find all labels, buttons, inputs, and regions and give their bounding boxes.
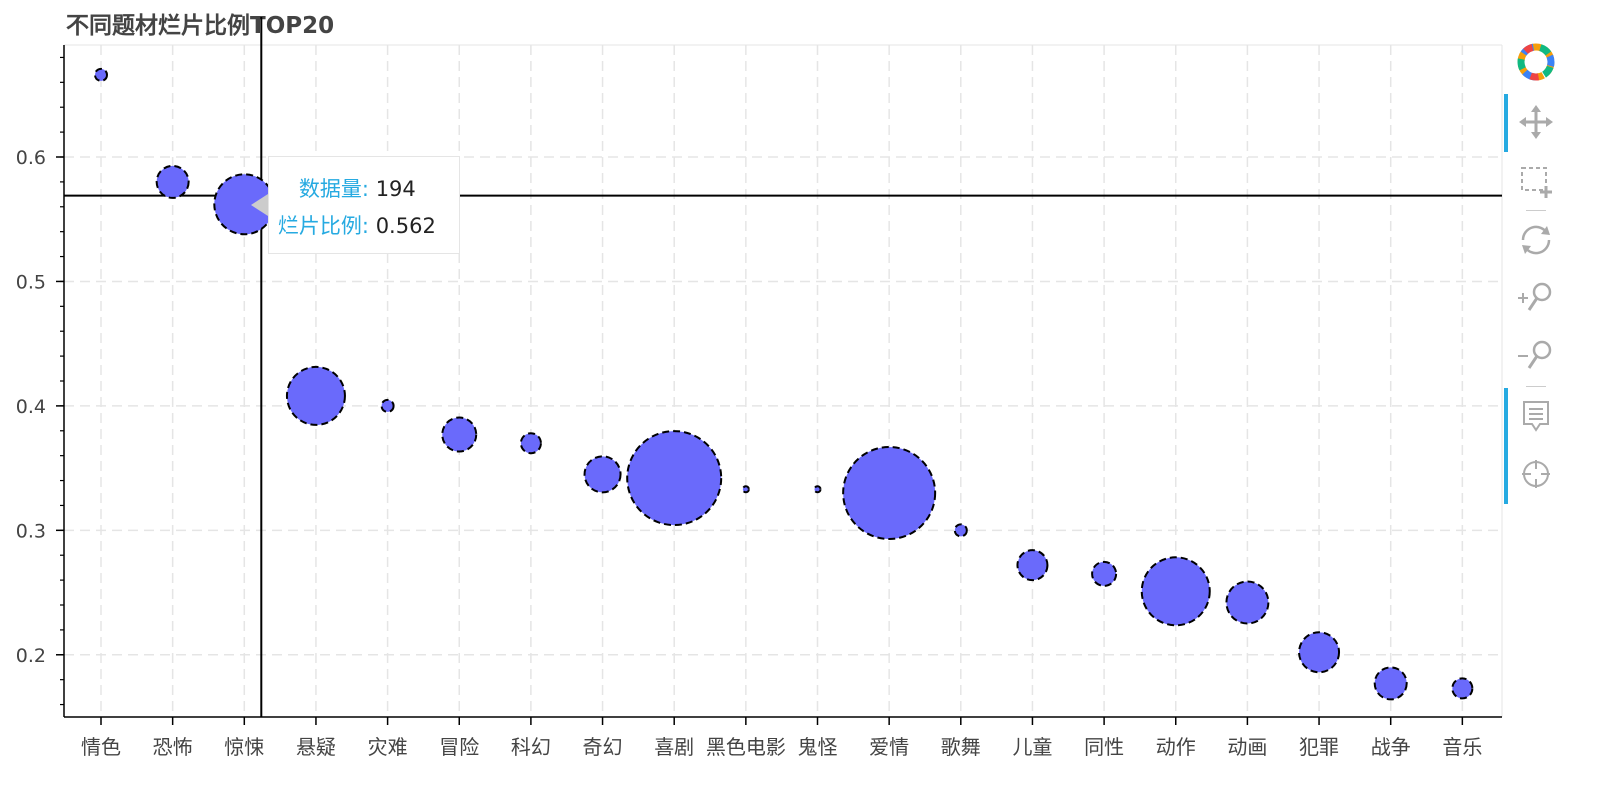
x-tick-label: 音乐	[1442, 735, 1482, 759]
data-point	[1016, 549, 1049, 582]
pan-icon[interactable]	[1514, 102, 1558, 142]
logo-icon[interactable]	[1514, 42, 1558, 82]
x-tick-label: 战争	[1371, 735, 1411, 759]
data-point	[1298, 631, 1341, 674]
data-point	[1140, 556, 1211, 627]
x-tick-label: 鬼怪	[798, 735, 838, 759]
tooltip-ratio-value: 0.562	[375, 214, 436, 238]
x-tick-label: 动作	[1156, 735, 1196, 759]
tooltip-pointer	[251, 194, 268, 216]
x-tick-label: 情色	[81, 735, 121, 759]
x-tick-label: 犯罪	[1299, 735, 1339, 759]
x-tick-label: 惊悚	[224, 735, 264, 759]
data-point	[583, 455, 622, 494]
data-point	[953, 523, 968, 538]
y-tick-label: 0.3	[16, 520, 46, 542]
x-tick-label: 冒险	[439, 735, 479, 759]
box-zoom-icon[interactable]	[1514, 160, 1558, 200]
tooltip-count-value: 194	[375, 177, 416, 201]
data-point	[1373, 666, 1408, 701]
x-tick-label: 恐怖	[153, 735, 193, 759]
data-point	[1225, 580, 1270, 625]
y-tick-label: 0.4	[16, 396, 46, 418]
data-point	[441, 416, 478, 453]
toolbar-divider	[1526, 210, 1546, 211]
data-point	[380, 398, 395, 413]
x-tick-label: 爱情	[869, 735, 909, 759]
data-point	[842, 446, 937, 540]
data-point	[741, 485, 750, 494]
data-point	[813, 485, 822, 494]
reset-icon[interactable]	[1514, 220, 1558, 260]
x-tick-label: 同性	[1084, 735, 1124, 759]
crosshair-icon[interactable]	[1514, 454, 1558, 494]
data-point	[285, 365, 346, 426]
y-tick-label: 0.6	[16, 147, 46, 169]
x-tick-label: 儿童	[1012, 735, 1052, 759]
zoom-in-icon[interactable]	[1514, 278, 1558, 318]
data-point	[519, 432, 542, 455]
x-tick-label: 灾难	[368, 735, 408, 759]
x-tick-label: 奇幻	[583, 735, 623, 759]
active-inspect-indicator	[1504, 388, 1508, 504]
x-tick-label: 悬疑	[296, 735, 336, 759]
data-point	[626, 430, 723, 527]
tooltip-ratio-label: 烂片比例:	[277, 214, 369, 238]
active-drag-indicator	[1504, 94, 1508, 152]
x-tick-label: 黑色电影	[706, 735, 786, 759]
y-tick-label: 0.5	[16, 271, 46, 293]
chart-toolbar	[1500, 36, 1570, 516]
hover-tooltip: 数据量: 194 烂片比例: 0.562	[268, 156, 460, 254]
data-point	[1451, 677, 1474, 700]
data-point	[155, 164, 190, 199]
x-tick-label: 喜剧	[654, 735, 694, 759]
y-tick-label: 0.2	[16, 645, 46, 667]
tooltip-count-label: 数据量:	[298, 177, 369, 201]
zoom-out-icon[interactable]	[1514, 336, 1558, 376]
data-point	[94, 67, 108, 82]
chart-title: 不同题材烂片比例TOP20	[66, 13, 335, 39]
hover-icon[interactable]	[1514, 396, 1558, 436]
data-point	[1091, 560, 1118, 587]
x-tick-label: 歌舞	[941, 735, 981, 759]
x-tick-label: 动画	[1227, 735, 1267, 759]
toolbar-divider	[1526, 386, 1546, 387]
x-tick-label: 科幻	[511, 735, 551, 759]
